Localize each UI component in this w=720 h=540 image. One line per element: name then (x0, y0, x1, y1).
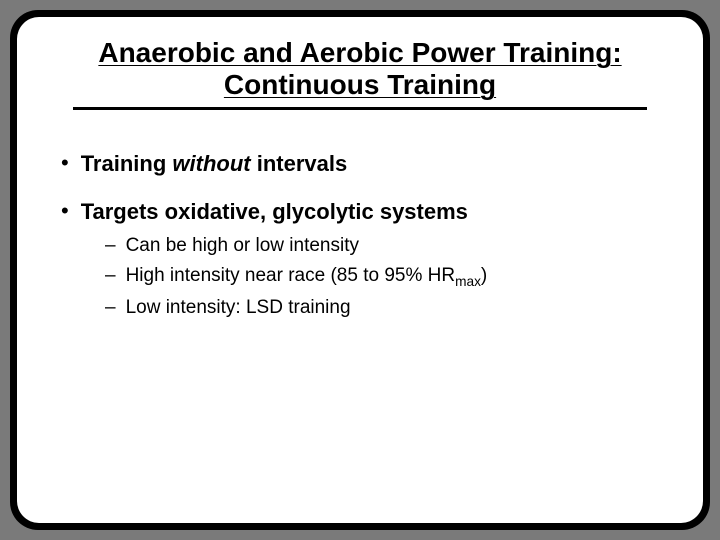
bullet-item: • Training without intervals (61, 150, 659, 178)
bullet-text: Targets oxidative, glycolytic systems (81, 198, 468, 226)
sub-bullet-text-pre: High intensity near race (85 to 95% HR (126, 265, 456, 286)
bullet-item: • Targets oxidative, glycolytic systems (61, 198, 659, 226)
bullet-text-suffix: intervals (251, 151, 348, 176)
title-block: Anaerobic and Aerobic Power Training: Co… (53, 37, 667, 120)
sub-bullet-marker: – (105, 263, 116, 289)
sub-bullet-item: – Can be high or low intensity (105, 233, 659, 259)
bullet-text: Training without intervals (81, 150, 348, 178)
slide-body: Anaerobic and Aerobic Power Training: Co… (17, 17, 703, 523)
bullet-marker: • (61, 150, 69, 176)
bullet-text-prefix: Training (81, 151, 173, 176)
sub-bullet-marker: – (105, 295, 116, 321)
content-area: • Training without intervals • Targets o… (53, 120, 667, 321)
sub-bullet-text-post: ) (481, 265, 487, 286)
sub-bullet-item: – Low intensity: LSD training (105, 295, 659, 321)
bullet-text-italic: without (172, 151, 250, 176)
sub-bullet-text: Low intensity: LSD training (126, 295, 351, 321)
sub-bullet-item: – High intensity near race (85 to 95% HR… (105, 263, 659, 291)
slide-title: Anaerobic and Aerobic Power Training: Co… (73, 37, 647, 101)
sub-bullet-marker: – (105, 233, 116, 259)
bullet-marker: • (61, 198, 69, 224)
slide-frame: Anaerobic and Aerobic Power Training: Co… (10, 10, 710, 530)
title-underline-rule (73, 107, 647, 110)
sub-bullet-list: – Can be high or low intensity – High in… (105, 233, 659, 321)
bullet-text-prefix: Targets oxidative, glycolytic systems (81, 199, 468, 224)
sub-bullet-text: High intensity near race (85 to 95% HRma… (126, 263, 488, 291)
subscript-text: max (455, 274, 481, 289)
sub-bullet-text: Can be high or low intensity (126, 233, 359, 259)
